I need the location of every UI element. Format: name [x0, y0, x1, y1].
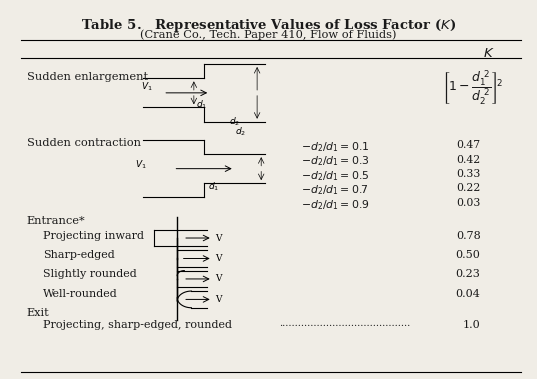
Text: (Crane Co., Tech. Paper 410, Flow of Fluids): (Crane Co., Tech. Paper 410, Flow of Flu…: [140, 30, 397, 40]
Text: 0.47: 0.47: [456, 140, 481, 150]
Text: $d_1$: $d_1$: [196, 99, 207, 111]
Text: $K$: $K$: [483, 47, 495, 60]
Text: 0.04: 0.04: [456, 289, 481, 299]
Text: $-d_2/d_1 = 0.3$: $-d_2/d_1 = 0.3$: [301, 155, 369, 168]
Text: V: V: [215, 254, 222, 263]
Text: $V_1$: $V_1$: [135, 158, 147, 171]
Text: 0.42: 0.42: [456, 155, 481, 164]
Text: $\left[1 - \dfrac{d_1^{\ 2}}{d_2^{\ 2}}\right]^{\!2}$: $\left[1 - \dfrac{d_1^{\ 2}}{d_2^{\ 2}}\…: [442, 68, 503, 107]
Text: $-d_2/d_1 = 0.7$: $-d_2/d_1 = 0.7$: [301, 183, 368, 197]
Text: ..........................................: ........................................…: [279, 319, 410, 328]
Text: 0.23: 0.23: [456, 269, 481, 279]
Text: $-d_2/d_1 = 0.9$: $-d_2/d_1 = 0.9$: [301, 198, 369, 211]
Text: $d_2$: $d_2$: [235, 126, 246, 138]
Text: $-d_2/d_1 = 0.1$: $-d_2/d_1 = 0.1$: [301, 140, 369, 154]
Text: V: V: [215, 295, 222, 304]
Text: Slightly rounded: Slightly rounded: [43, 269, 137, 279]
Text: Sudden enlargement: Sudden enlargement: [27, 72, 148, 82]
Text: $V_1$: $V_1$: [141, 81, 153, 93]
Text: V: V: [215, 233, 222, 243]
Text: V: V: [215, 274, 222, 283]
Text: Table 5.   Representative Values of Loss Factor ($K$): Table 5. Representative Values of Loss F…: [81, 17, 456, 34]
Text: 0.22: 0.22: [456, 183, 481, 193]
Text: 0.50: 0.50: [456, 250, 481, 260]
Text: $d_2$: $d_2$: [229, 116, 240, 128]
Text: 1.0: 1.0: [463, 320, 481, 330]
Text: $-d_2/d_1 = 0.5$: $-d_2/d_1 = 0.5$: [301, 169, 369, 183]
Text: $d_1$: $d_1$: [208, 180, 219, 193]
Text: 0.78: 0.78: [456, 231, 481, 241]
Text: 0.03: 0.03: [456, 198, 481, 208]
Text: Exit: Exit: [27, 308, 49, 318]
Text: Sudden contraction: Sudden contraction: [27, 138, 141, 148]
Text: Projecting inward: Projecting inward: [43, 231, 144, 241]
Text: Entrance*: Entrance*: [27, 216, 85, 226]
Text: Sharp-edged: Sharp-edged: [43, 250, 115, 260]
Text: 0.33: 0.33: [456, 169, 481, 179]
Text: Projecting, sharp-edged, rounded: Projecting, sharp-edged, rounded: [43, 320, 232, 330]
Text: Well-rounded: Well-rounded: [43, 289, 118, 299]
